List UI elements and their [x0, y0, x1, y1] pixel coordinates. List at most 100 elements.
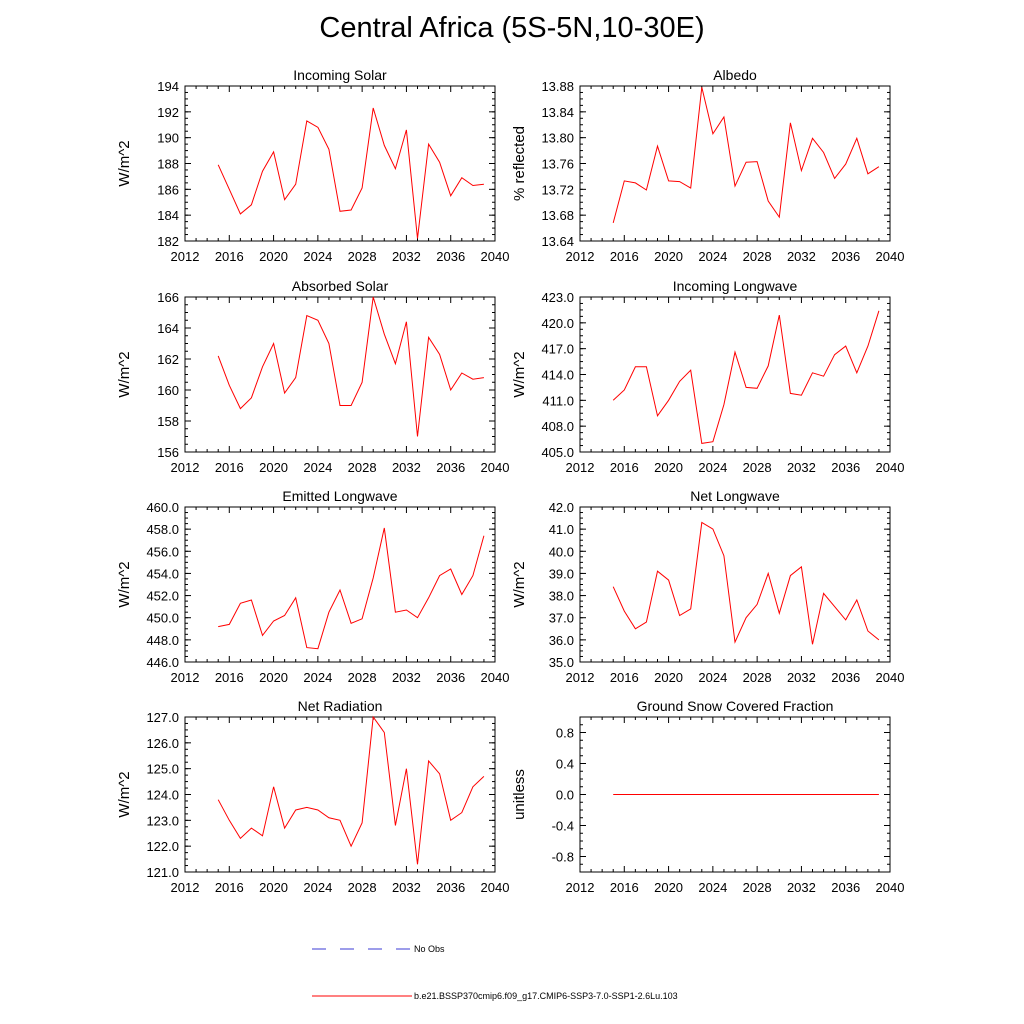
panel-title: Incoming Solar: [293, 67, 387, 83]
data-point: [801, 395, 802, 396]
data-point: [779, 217, 780, 218]
data-point: [284, 615, 285, 616]
y-axis-label: W/m^2: [511, 561, 528, 607]
x-tick-label: 2016: [610, 670, 639, 685]
data-point: [450, 195, 451, 196]
data-point: [801, 170, 802, 171]
data-point: [768, 365, 769, 366]
y-tick-label: 13.80: [541, 131, 574, 146]
data-point: [668, 400, 669, 401]
x-tick-label: 2040: [876, 249, 905, 264]
data-point: [373, 717, 374, 718]
y-tick-label: 38.0: [549, 589, 574, 604]
data-point: [701, 87, 702, 88]
y-tick-label: 127.0: [146, 710, 179, 725]
y-tick-label: 411.0: [542, 393, 574, 408]
panel-title: Net Longwave: [690, 488, 780, 504]
plot-frame: [184, 296, 496, 453]
y-tick-label: 123.0: [146, 813, 179, 828]
y-tick-label: -0.4: [552, 819, 574, 834]
y-tick-label: 40.0: [549, 544, 574, 559]
y-axis-label: unitless: [511, 769, 528, 820]
main-title: Central Africa (5S-5N,10-30E): [319, 12, 705, 44]
data-point: [251, 397, 252, 398]
data-point: [461, 372, 462, 373]
data-point: [712, 794, 713, 795]
data-point: [735, 642, 736, 643]
panel-title: Emitted Longwave: [282, 488, 397, 504]
data-point: [635, 628, 636, 629]
y-tick-label: 0.4: [556, 757, 574, 772]
data-point: [406, 768, 407, 769]
data-point: [340, 590, 341, 591]
data-point: [395, 363, 396, 364]
data-point: [679, 794, 680, 795]
x-tick-label: 2032: [787, 880, 816, 895]
data-point: [701, 522, 702, 523]
data-point: [483, 776, 484, 777]
data-point: [668, 180, 669, 181]
data-point: [317, 127, 318, 128]
x-tick-label: 2032: [787, 670, 816, 685]
data-point: [229, 385, 230, 386]
x-tick-label: 2032: [392, 249, 421, 264]
y-tick-label: 41.0: [549, 522, 574, 537]
x-tick-label: 2032: [392, 670, 421, 685]
x-tick-label: 2012: [171, 249, 200, 264]
data-point: [723, 117, 724, 118]
y-tick-label: 156: [157, 445, 179, 460]
data-point: [461, 177, 462, 178]
x-tick-label: 2016: [215, 670, 244, 685]
y-tick-label: 160: [157, 383, 179, 398]
x-tick-label: 2012: [171, 460, 200, 475]
data-point: [790, 575, 791, 576]
x-tick-label: 2020: [259, 880, 288, 895]
data-point: [635, 366, 636, 367]
data-point: [723, 555, 724, 556]
data-point: [417, 436, 418, 437]
data-point: [229, 189, 230, 190]
x-tick-label: 2028: [743, 460, 772, 475]
data-point: [439, 162, 440, 163]
data-point: [712, 441, 713, 442]
y-tick-label: 121.0: [146, 865, 179, 880]
x-tick-label: 2032: [787, 249, 816, 264]
data-point: [229, 820, 230, 821]
data-point: [362, 188, 363, 189]
data-point: [878, 794, 879, 795]
data-point: [351, 405, 352, 406]
chart-panel-5: Emitted Longwave W/m^2 2012 2016 2020 2024 202…: [116, 488, 509, 685]
data-point: [295, 377, 296, 378]
x-tick-label: 2036: [436, 880, 465, 895]
x-tick-label: 2016: [610, 460, 639, 475]
data-point: [251, 600, 252, 601]
data-point: [295, 810, 296, 811]
data-point: [823, 376, 824, 377]
data-point: [856, 138, 857, 139]
data-point: [218, 355, 219, 356]
data-point: [273, 343, 274, 344]
data-point: [340, 211, 341, 212]
data-point: [450, 820, 451, 821]
panel-title: Incoming Longwave: [673, 278, 798, 294]
chart-panel-6: Net Longwave W/m^2 2012 2016 2020 2024 2028 203…: [511, 488, 904, 685]
data-point: [878, 639, 879, 640]
data-point: [624, 794, 625, 795]
x-tick-label: 2028: [348, 670, 377, 685]
data-point: [779, 315, 780, 316]
data-point: [306, 315, 307, 316]
data-point: [735, 352, 736, 353]
data-point: [856, 372, 857, 373]
legend: No Obs b.e21.BSSP370cmip6.f09_g17.CMIP6-…: [312, 944, 678, 1001]
y-tick-label: 158: [157, 414, 179, 429]
data-point: [790, 122, 791, 123]
data-point: [218, 626, 219, 627]
data-point: [867, 794, 868, 795]
data-point: [867, 346, 868, 347]
plot-frame: [184, 506, 496, 663]
data-point: [712, 133, 713, 134]
data-point: [417, 864, 418, 865]
x-tick-label: 2016: [610, 249, 639, 264]
y-tick-label: 166: [157, 290, 179, 305]
y-axis-label: W/m^2: [511, 351, 528, 397]
